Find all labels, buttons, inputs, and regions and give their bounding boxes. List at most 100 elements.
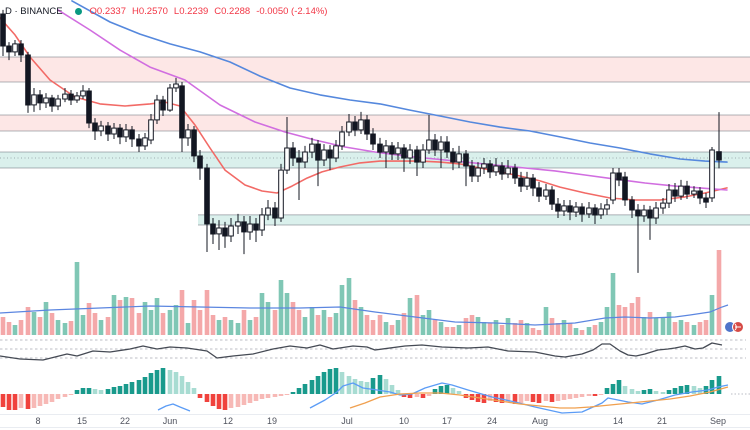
momentum-bar	[352, 379, 358, 394]
momentum-bar	[660, 392, 666, 394]
series-marker-icon	[74, 8, 82, 15]
candle-up	[383, 145, 389, 153]
momentum-bar	[142, 377, 148, 394]
volume-bar	[235, 323, 241, 335]
momentum-bar	[678, 386, 684, 394]
candle-down	[160, 99, 166, 111]
oscillator-line	[0, 342, 723, 361]
momentum-bar	[31, 394, 37, 408]
volume-bar	[191, 300, 197, 335]
time-axis[interactable]: 8 15 22 Jun 12 19 Jul 10 17 24 Aug 14 21 Sep	[0, 414, 750, 428]
momentum-bar	[222, 394, 228, 410]
volume-bar	[703, 320, 709, 335]
volume-bar	[98, 320, 104, 335]
momentum-bar	[456, 391, 462, 394]
candle-down	[315, 143, 321, 161]
candle-down	[92, 122, 98, 132]
momentum-bar	[339, 372, 345, 394]
ohlc-close: C0.2288	[214, 6, 251, 17]
candle-up	[543, 189, 549, 197]
candle-up	[709, 149, 715, 199]
momentum-bar	[105, 389, 111, 394]
x-axis-label: 21	[657, 416, 667, 426]
momentum-bar	[684, 385, 690, 394]
volume-bar	[6, 322, 12, 335]
candle-down	[377, 143, 383, 153]
candle-down	[622, 176, 628, 201]
candle-up	[678, 185, 684, 197]
candle-up	[475, 167, 481, 177]
candle-up	[278, 169, 284, 219]
volume-bar	[505, 318, 511, 335]
candle-down	[647, 209, 653, 219]
volume-bar	[216, 320, 222, 335]
momentum-bar	[530, 394, 536, 402]
momentum-bar	[579, 394, 585, 397]
volume-bar	[401, 313, 407, 335]
momentum-bar	[49, 394, 55, 402]
momentum-bar	[123, 384, 129, 394]
x-axis-label: 19	[267, 416, 277, 426]
candle-up	[660, 202, 666, 209]
candle-down	[241, 221, 247, 233]
volume-bar	[179, 290, 185, 335]
volume-bar	[493, 320, 499, 335]
symbol-legend[interactable]: D · BINANCE O0.2337 H0.2570 L0.2239 C0.2…	[5, 6, 333, 17]
candle-down	[204, 167, 210, 225]
candle-down	[296, 157, 302, 163]
volume-bar	[622, 307, 628, 335]
volume-bar	[142, 302, 148, 335]
candle-down	[716, 151, 722, 161]
volume-bar	[616, 305, 622, 335]
volume-bar	[241, 310, 247, 335]
volume-bar	[475, 317, 481, 335]
momentum-bar	[284, 394, 290, 395]
candle-down	[616, 172, 622, 181]
momentum-bar	[18, 394, 24, 408]
momentum-bar	[635, 391, 641, 394]
volume-bar	[660, 317, 666, 335]
candle-down	[0, 13, 6, 47]
candle-down	[499, 165, 505, 175]
volume-bar	[302, 317, 308, 335]
candle-down	[370, 133, 376, 145]
candle-up	[610, 172, 616, 201]
momentum-bar	[173, 372, 179, 394]
candle-up	[123, 129, 129, 138]
candle-down	[272, 207, 278, 219]
volume-bar	[327, 317, 333, 335]
candle-down	[579, 206, 585, 215]
x-axis-label: Sep	[710, 416, 726, 426]
demand-zone	[0, 152, 750, 168]
volume-bar	[438, 322, 444, 335]
candle-up	[438, 141, 444, 151]
candle-down	[635, 209, 641, 217]
candle-down	[68, 93, 74, 101]
ohlc-change: -0.0050 (-2.14%)	[256, 6, 328, 17]
volume-bar	[666, 312, 672, 335]
volume-bar	[463, 318, 469, 335]
volume-bar	[370, 320, 376, 335]
volume-bar	[31, 312, 37, 335]
candle-up	[321, 149, 327, 161]
momentum-bar	[401, 394, 407, 397]
candle-up	[235, 221, 241, 227]
momentum-bar	[641, 390, 647, 394]
x-axis-label: 24	[487, 416, 497, 426]
candle-down	[672, 189, 678, 197]
volume-bar	[37, 317, 43, 335]
momentum-bar	[129, 382, 135, 394]
momentum-bar	[43, 394, 49, 404]
symbol-title[interactable]: D · BINANCE	[5, 6, 63, 17]
volume-bar	[136, 313, 142, 335]
x-axis-label: 8	[35, 416, 40, 426]
momentum-bar	[536, 394, 542, 403]
pair-logo-badge	[724, 321, 744, 333]
candle-down	[389, 145, 395, 155]
candle-down	[37, 94, 43, 104]
candle-up	[259, 214, 265, 231]
candle-up	[561, 205, 567, 212]
momentum-blue-line	[157, 403, 191, 412]
volume-bar	[524, 323, 530, 335]
